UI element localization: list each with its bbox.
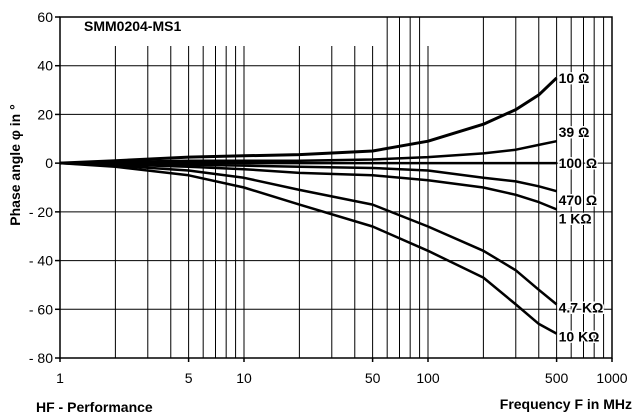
- series-line: [59, 161, 558, 306]
- grid: [60, 17, 612, 358]
- series-label: 100 Ω: [559, 155, 597, 171]
- plot-border: [59, 16, 613, 359]
- series-label: 470 Ω: [559, 192, 597, 208]
- y-tick-label: 60: [37, 9, 53, 25]
- series-label: 10 Ω: [559, 70, 590, 86]
- series-label: 39 Ω: [559, 124, 590, 140]
- y-tick-label: 40: [37, 58, 53, 74]
- series-label: 1 KΩ: [559, 210, 592, 226]
- y-tick-label: - 20: [29, 204, 53, 220]
- y-axis-title: Phase angle φ in °: [7, 104, 23, 225]
- y-tick-label: - 80: [29, 350, 53, 366]
- x-axis-title: Frequency F in MHz: [500, 396, 632, 412]
- series-line: [59, 139, 557, 165]
- x-tick-label: 10: [236, 370, 252, 386]
- y-tick-label: - 40: [29, 253, 53, 269]
- x-tick-label: 500: [545, 370, 569, 386]
- y-tick-label: 0: [45, 155, 53, 171]
- axis-labels: 60 40 20 0 - 20 - 40 - 60 - 801 5 10 50 100 500 1000 1…: [29, 9, 628, 386]
- y-tick-label: - 60: [29, 301, 53, 317]
- series-lines: [59, 76, 558, 335]
- plot-frame: [55, 16, 613, 362]
- x-tick-label: 100: [416, 370, 440, 386]
- series-label: 4.7 KΩ: [559, 299, 604, 315]
- series-line: [59, 161, 557, 193]
- series-line: [59, 161, 558, 335]
- series-label: 10 KΩ: [559, 329, 600, 345]
- x-tick-label: 1: [56, 370, 64, 386]
- x-tick-label: 1000: [596, 370, 627, 386]
- x-tick-label: 50: [365, 370, 381, 386]
- chart-title: SMM0204-MS1: [84, 18, 181, 34]
- series-line: [59, 161, 558, 211]
- y-tick-label: 20: [37, 106, 53, 122]
- series-line: [59, 76, 558, 165]
- x-tick-label: 5: [185, 370, 193, 386]
- footer-label: HF - Performance: [36, 399, 153, 415]
